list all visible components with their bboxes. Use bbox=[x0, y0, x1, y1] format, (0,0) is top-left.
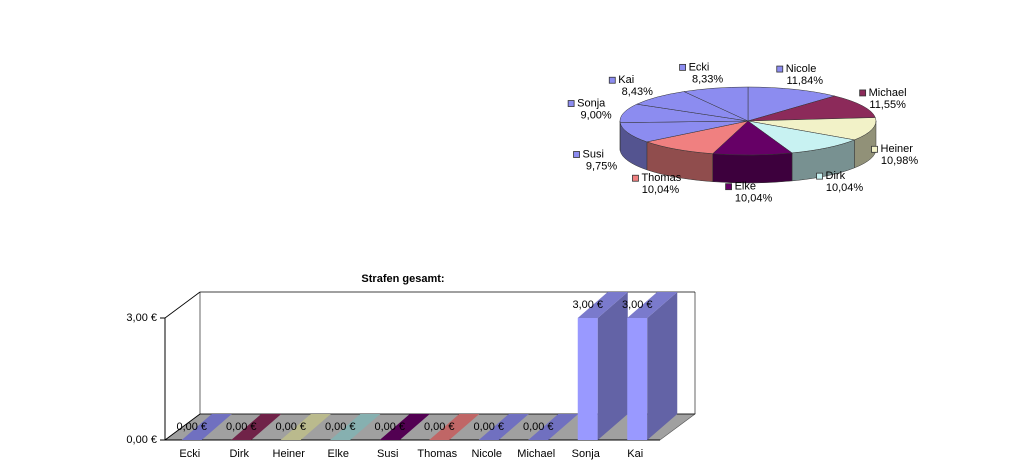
pie-slice bbox=[712, 120, 793, 156]
slice-label: Michael bbox=[869, 87, 907, 99]
slice-value: 8,43% bbox=[622, 86, 653, 98]
bar-top bbox=[528, 414, 579, 440]
legend-swatch bbox=[679, 63, 686, 71]
bar-top bbox=[231, 414, 282, 440]
slice-label: Dirk bbox=[826, 170, 846, 182]
x-tick-label: Susi bbox=[377, 448, 398, 460]
x-tick-label: Thomas bbox=[417, 448, 457, 460]
slice-label: Kai bbox=[618, 74, 634, 86]
slice-label: Ecki bbox=[689, 61, 710, 73]
pie-slice bbox=[683, 86, 749, 122]
x-tick-label: Michael bbox=[517, 448, 555, 460]
bar-top bbox=[379, 414, 430, 440]
chart-title: Strafen gesamt: bbox=[361, 273, 444, 285]
y-tick-label: 0,00 € bbox=[126, 434, 157, 446]
y-tick-label: 3,00 € bbox=[126, 312, 157, 324]
value-label: 0,00 € bbox=[473, 421, 504, 433]
pie-slice bbox=[747, 95, 876, 122]
bar-top bbox=[181, 414, 232, 440]
value-label: 0,00 € bbox=[325, 421, 356, 433]
bar-top bbox=[577, 292, 628, 318]
legend-swatch bbox=[567, 100, 575, 107]
x-tick-label: Kai bbox=[627, 448, 643, 460]
value-label: 0,00 € bbox=[176, 421, 207, 433]
pie-slice bbox=[747, 86, 836, 122]
x-tick-label: Sonja bbox=[572, 448, 601, 460]
bar-side bbox=[597, 292, 628, 440]
value-label: 0,00 € bbox=[226, 421, 257, 433]
slice-value: 11,84% bbox=[787, 75, 824, 87]
slice-value: 9,00% bbox=[581, 109, 612, 121]
bar-top bbox=[280, 414, 331, 440]
slice-label: Sonja bbox=[577, 97, 606, 109]
legend-swatch bbox=[608, 76, 616, 84]
legend-swatch bbox=[816, 172, 823, 180]
x-tick-label: Elke bbox=[328, 448, 349, 460]
slice-label: Elke bbox=[735, 181, 756, 193]
legend-swatch bbox=[632, 174, 639, 182]
slice-value: 10,04% bbox=[735, 193, 773, 205]
x-tick-label: Heiner bbox=[273, 448, 306, 460]
grid-line bbox=[164, 291, 201, 319]
slice-label: Heiner bbox=[881, 143, 914, 155]
legend-swatch bbox=[859, 89, 867, 97]
pie-slice bbox=[747, 117, 877, 141]
value-label: 0,00 € bbox=[523, 421, 554, 433]
value-label: 3,00 € bbox=[572, 299, 603, 311]
x-tick-label: Ecki bbox=[179, 448, 200, 460]
legend-swatch bbox=[871, 145, 878, 153]
slice-value: 10,04% bbox=[642, 184, 680, 196]
slice-value: 8,33% bbox=[692, 73, 723, 85]
pie-slice bbox=[747, 120, 856, 154]
bar-front bbox=[627, 318, 648, 440]
bar-top bbox=[627, 292, 678, 318]
bar-top bbox=[429, 414, 480, 440]
value-label: 3,00 € bbox=[622, 299, 653, 311]
slice-value: 9,75% bbox=[586, 160, 617, 172]
value-label: 0,00 € bbox=[424, 421, 455, 433]
bar-top bbox=[330, 414, 381, 440]
legend-swatch bbox=[725, 183, 732, 191]
pie-slice bbox=[619, 120, 749, 143]
slice-label: Thomas bbox=[641, 172, 681, 184]
bar-side bbox=[647, 292, 678, 440]
x-tick-label: Nicole bbox=[471, 448, 502, 460]
slice-label: Nicole bbox=[786, 63, 817, 75]
slice-value: 11,55% bbox=[869, 99, 906, 111]
slice-label: Susi bbox=[583, 148, 604, 160]
bar-front bbox=[577, 318, 598, 440]
slice-value: 10,04% bbox=[826, 182, 864, 194]
value-label: 0,00 € bbox=[275, 421, 306, 433]
slice-value: 10,98% bbox=[881, 155, 919, 167]
value-label: 0,00 € bbox=[374, 421, 405, 433]
bar-top bbox=[478, 414, 529, 440]
pie-side bbox=[712, 152, 793, 184]
legend-swatch bbox=[776, 65, 784, 73]
pie-slice bbox=[645, 120, 749, 154]
grid-line bbox=[164, 413, 201, 441]
x-tick-label: Dirk bbox=[229, 448, 249, 460]
legend-swatch bbox=[573, 151, 580, 158]
